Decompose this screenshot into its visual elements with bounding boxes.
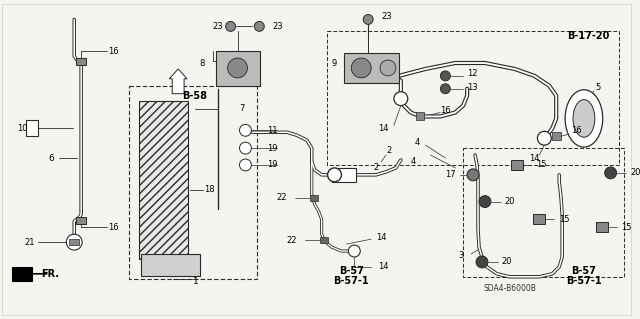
Circle shape (226, 21, 236, 31)
FancyArrow shape (169, 69, 187, 94)
Text: 23: 23 (272, 22, 283, 31)
Bar (415, 113, 424, 120)
Text: 20: 20 (502, 257, 512, 266)
Text: 19: 19 (268, 144, 278, 152)
Text: B-57-1: B-57-1 (333, 276, 369, 286)
Text: B-58: B-58 (182, 91, 207, 101)
Bar (69, 239, 79, 245)
Text: 17: 17 (445, 170, 455, 179)
Bar (129, 86, 257, 279)
Text: B-17-20: B-17-20 (567, 31, 610, 41)
Text: 21: 21 (24, 238, 35, 247)
Bar (76, 217, 86, 224)
Text: B-57-1: B-57-1 (566, 276, 602, 286)
Text: 9: 9 (332, 60, 337, 69)
Text: 16: 16 (440, 106, 451, 115)
Text: 14: 14 (529, 153, 540, 162)
Text: 22: 22 (276, 193, 287, 202)
Text: SDA4-B6000B: SDA4-B6000B (483, 284, 536, 293)
Bar (310, 195, 317, 201)
Circle shape (239, 159, 252, 171)
Ellipse shape (573, 100, 595, 137)
Text: 7: 7 (240, 104, 245, 113)
Bar (511, 160, 523, 170)
Bar (216, 51, 260, 86)
Circle shape (239, 124, 252, 136)
Bar (344, 53, 399, 83)
Text: 5: 5 (595, 83, 600, 92)
Circle shape (467, 169, 479, 181)
Text: 4: 4 (415, 138, 420, 147)
Text: 14: 14 (378, 263, 388, 271)
Circle shape (440, 84, 451, 94)
Bar (326, 31, 619, 165)
Text: B-57: B-57 (339, 266, 364, 276)
Text: 14: 14 (378, 124, 389, 133)
Text: 6: 6 (49, 153, 54, 162)
Circle shape (605, 167, 616, 179)
Circle shape (440, 71, 451, 81)
Circle shape (364, 14, 373, 25)
Text: 15: 15 (621, 223, 632, 232)
Text: 1: 1 (193, 277, 199, 286)
Circle shape (239, 142, 252, 154)
Text: 12: 12 (467, 70, 477, 78)
Text: 14: 14 (376, 233, 387, 242)
Text: 16: 16 (571, 126, 581, 135)
Text: 19: 19 (268, 160, 278, 169)
Circle shape (67, 234, 82, 250)
Text: 16: 16 (109, 223, 119, 232)
Text: 10: 10 (17, 124, 28, 133)
Circle shape (328, 168, 342, 182)
Bar (141, 254, 200, 276)
Text: 2: 2 (374, 163, 379, 172)
Circle shape (254, 21, 264, 31)
Text: 15: 15 (559, 215, 570, 224)
Circle shape (351, 58, 371, 78)
Ellipse shape (565, 90, 603, 147)
Text: 23: 23 (381, 12, 392, 21)
Circle shape (479, 196, 491, 207)
Circle shape (228, 58, 248, 78)
Text: 15: 15 (536, 160, 547, 169)
Text: 16: 16 (109, 47, 119, 56)
Text: 13: 13 (467, 83, 478, 92)
Text: 18: 18 (205, 185, 215, 194)
Bar (138, 100, 188, 259)
Text: 3: 3 (459, 251, 464, 261)
Text: FR.: FR. (42, 269, 60, 279)
Text: 4: 4 (411, 158, 417, 167)
Circle shape (380, 60, 396, 76)
Text: B-57: B-57 (572, 266, 596, 276)
Bar (552, 132, 561, 140)
Text: 20: 20 (505, 197, 515, 206)
Bar (534, 214, 545, 224)
Text: 11: 11 (268, 126, 278, 135)
Text: 2: 2 (387, 145, 392, 155)
Bar (319, 237, 328, 243)
Text: 22: 22 (287, 236, 297, 245)
Bar (596, 222, 607, 232)
Circle shape (476, 256, 488, 268)
Circle shape (348, 245, 360, 257)
Bar (26, 120, 38, 136)
Text: 23: 23 (212, 22, 223, 31)
Text: 20: 20 (630, 168, 640, 177)
Bar (332, 168, 356, 182)
Circle shape (394, 92, 408, 106)
Bar (12, 267, 31, 281)
Bar (463, 148, 623, 277)
Circle shape (538, 131, 551, 145)
Bar (76, 58, 86, 65)
Text: 8: 8 (200, 60, 205, 69)
